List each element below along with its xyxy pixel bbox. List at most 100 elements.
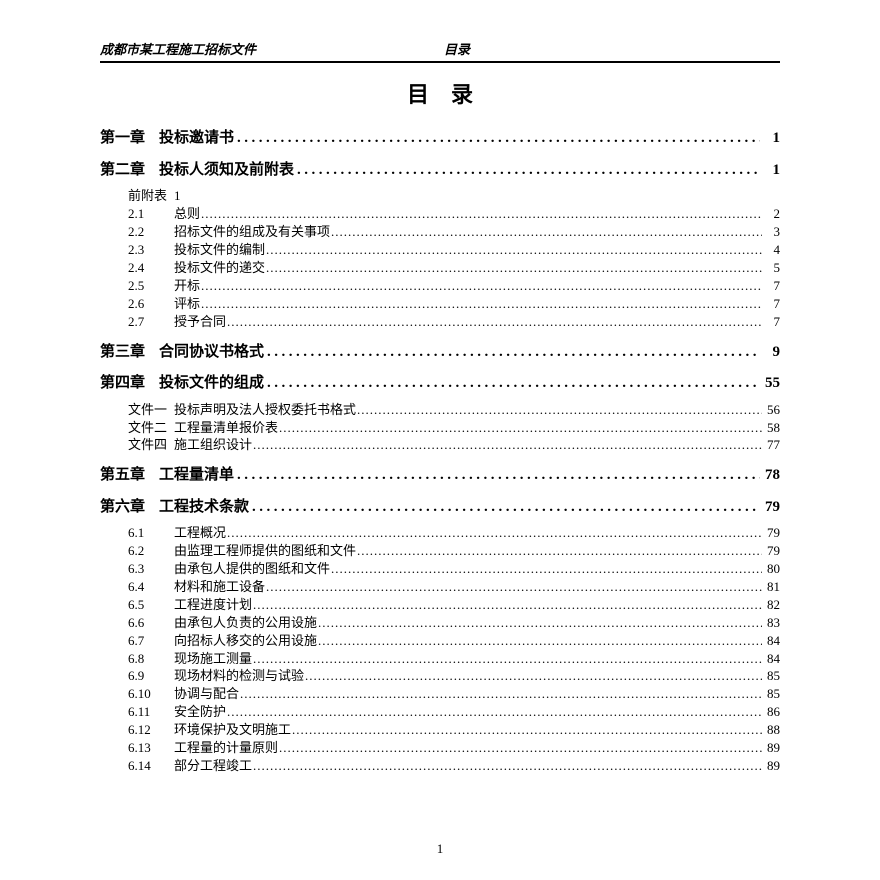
sub-leader: ........................................… [226, 314, 762, 331]
chapter-number: 第三章 [100, 343, 145, 363]
sub-row: 2.6评标...................................… [128, 296, 780, 313]
sub-number: 6.14 [128, 758, 174, 775]
sub-leader: ........................................… [291, 722, 762, 739]
sub-row: 2.7授予合同.................................… [128, 314, 780, 331]
sub-leader: ........................................… [304, 668, 762, 685]
sub-number: 文件四 [128, 437, 174, 454]
sub-title: 工程概况 [174, 525, 226, 542]
sub-page: 83 [762, 615, 780, 632]
chapter-title: 投标邀请书 [159, 129, 234, 149]
chapter-page: 9 [760, 343, 780, 363]
sub-page: 2 [762, 206, 780, 223]
sub-row: 2.4投标文件的递交..............................… [128, 260, 780, 277]
chapter-row: 第四章投标文件的组成..............................… [100, 374, 780, 394]
sub-page: 79 [762, 543, 780, 560]
sub-leader: ........................................… [252, 758, 762, 775]
sub-row: 文件四施工组织设计...............................… [128, 437, 780, 454]
sub-page: 56 [762, 402, 780, 419]
sub-leader: ........................................… [278, 420, 762, 437]
sub-title: 由承包人提供的图纸和文件 [174, 561, 330, 578]
chapter-page: 78 [760, 466, 780, 486]
sub-title: 现场材料的检测与试验 [174, 668, 304, 685]
chapter-title: 工程技术条款 [159, 498, 249, 518]
sub-page: 81 [762, 579, 780, 596]
sub-title: 授予合同 [174, 314, 226, 331]
sub-title: 招标文件的组成及有关事项 [174, 224, 330, 241]
sub-page: 85 [762, 686, 780, 703]
sub-title: 协调与配合 [174, 686, 239, 703]
sub-title: 施工组织设计 [174, 437, 252, 454]
sub-page: 88 [762, 722, 780, 739]
header-right: 目录 [444, 42, 470, 59]
chapter-leader: ........................................… [264, 343, 760, 363]
sub-leader: ........................................… [317, 633, 762, 650]
sub-row: 6.8现场施工测量...............................… [128, 651, 780, 668]
chapter-leader: ........................................… [234, 129, 760, 149]
sub-leader: ........................................… [200, 278, 762, 295]
sub-title: 工程进度计划 [174, 597, 252, 614]
chapter-page: 55 [760, 374, 780, 394]
page-title: 目录 [100, 81, 780, 110]
sub-block: 6.1工程概况.................................… [100, 525, 780, 774]
sub-number: 文件一 [128, 402, 174, 419]
sub-number: 6.8 [128, 651, 174, 668]
sub-number: 6.3 [128, 561, 174, 578]
sub-leader: ........................................… [317, 615, 762, 632]
sub-page: 89 [762, 740, 780, 757]
chapter-number: 第四章 [100, 374, 145, 394]
sub-number: 6.13 [128, 740, 174, 757]
sub-title: 向招标人移交的公用设施 [174, 633, 317, 650]
sub-page: 77 [762, 437, 780, 454]
sub-number: 2.1 [128, 206, 174, 223]
sub-row: 6.9现场材料的检测与试验...........................… [128, 668, 780, 685]
sub-leader: ........................................… [252, 597, 762, 614]
chapter-row: 第五章工程量清单................................… [100, 466, 780, 486]
sub-page: 58 [762, 420, 780, 437]
sub-title: 投标文件的编制 [174, 242, 265, 259]
chapter-number: 第一章 [100, 129, 145, 149]
sub-number: 文件二 [128, 420, 174, 437]
sub-number: 2.3 [128, 242, 174, 259]
sub-title: 1 [174, 188, 181, 205]
sub-number: 2.5 [128, 278, 174, 295]
sub-row: 6.5工程进度计划...............................… [128, 597, 780, 614]
sub-number: 6.4 [128, 579, 174, 596]
sub-row: 6.1工程概况.................................… [128, 525, 780, 542]
chapter-leader: ........................................… [264, 374, 760, 394]
sub-title: 由监理工程师提供的图纸和文件 [174, 543, 356, 560]
sub-row: 2.2招标文件的组成及有关事项.........................… [128, 224, 780, 241]
chapter-number: 第六章 [100, 498, 145, 518]
sub-row: 6.3由承包人提供的图纸和文件.........................… [128, 561, 780, 578]
sub-page: 84 [762, 633, 780, 650]
chapter-page: 1 [760, 129, 780, 149]
sub-leader: ........................................… [356, 543, 762, 560]
sub-number: 2.4 [128, 260, 174, 277]
sub-row: 6.12环境保护及文明施工...........................… [128, 722, 780, 739]
sub-page: 7 [762, 314, 780, 331]
sub-leader: ........................................… [200, 296, 762, 313]
sub-row: 6.14部分工程竣工..............................… [128, 758, 780, 775]
sub-title: 材料和施工设备 [174, 579, 265, 596]
sub-page: 82 [762, 597, 780, 614]
sub-leader: ........................................… [252, 437, 762, 454]
sub-title: 工程量的计量原则 [174, 740, 278, 757]
sub-title: 由承包人负责的公用设施 [174, 615, 317, 632]
header-left: 成都市某工程施工招标文件 [100, 42, 256, 59]
sub-number: 6.2 [128, 543, 174, 560]
sub-leader: ........................................… [252, 651, 762, 668]
sub-leader: ........................................… [226, 704, 762, 721]
sub-page: 86 [762, 704, 780, 721]
sub-row: 6.7向招标人移交的公用设施..........................… [128, 633, 780, 650]
chapter-leader: ........................................… [294, 161, 760, 181]
sub-number: 2.7 [128, 314, 174, 331]
sub-row: 2.3投标文件的编制..............................… [128, 242, 780, 259]
chapter-page: 1 [760, 161, 780, 181]
sub-row: 6.11安全防护................................… [128, 704, 780, 721]
sub-row: 文件一投标声明及法人授权委托书格式.......................… [128, 402, 780, 419]
sub-page: 7 [762, 296, 780, 313]
sub-leader: ........................................… [226, 525, 762, 542]
sub-title: 现场施工测量 [174, 651, 252, 668]
sub-number: 6.11 [128, 704, 174, 721]
chapter-title: 投标文件的组成 [159, 374, 264, 394]
sub-title: 评标 [174, 296, 200, 313]
